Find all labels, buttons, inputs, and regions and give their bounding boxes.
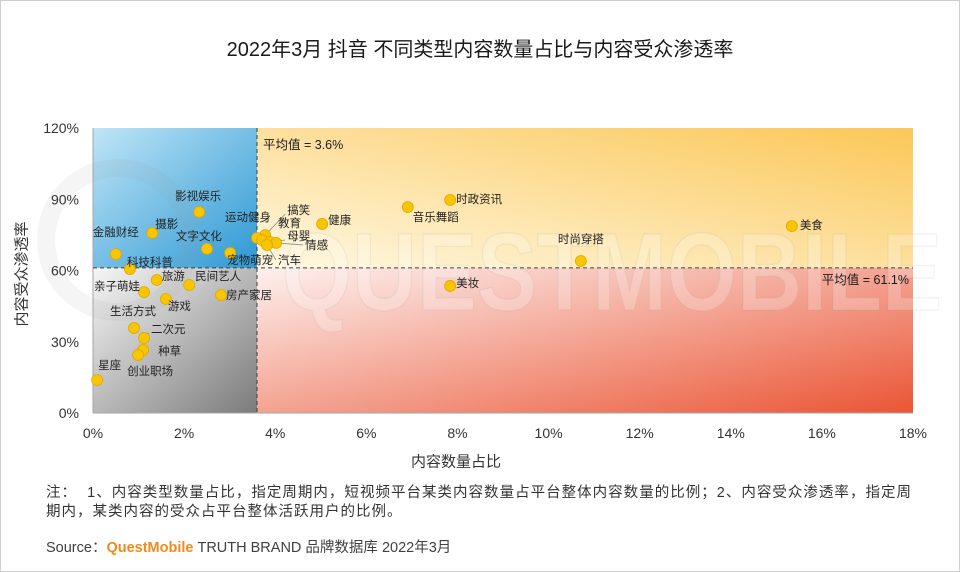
- scatter-point: [183, 279, 196, 291]
- point-label: 搞笑: [287, 203, 310, 217]
- average-label-x: 平均值 = 3.6%: [263, 137, 343, 152]
- scatter-point: [401, 201, 414, 213]
- scatter-point: [261, 239, 273, 251]
- point-label: 汽车: [278, 253, 301, 267]
- y-tick-label: 90%: [51, 191, 79, 207]
- x-tick-label: 18%: [899, 425, 927, 441]
- quadrant-bottom-left: [93, 267, 257, 413]
- x-axis-title: 内容数量占比: [411, 454, 501, 471]
- scatter-point: [444, 194, 457, 206]
- point-label: 种草: [158, 344, 181, 358]
- x-tick-label: 2%: [174, 425, 194, 441]
- point-label: 民间艺人: [195, 270, 241, 283]
- y-tick-label: 30%: [51, 334, 79, 350]
- scatter-point: [224, 247, 237, 259]
- point-label: 亲子萌娃: [94, 279, 140, 293]
- scatter-point: [146, 227, 159, 239]
- scatter-point: [193, 206, 206, 218]
- scatter-point: [159, 293, 172, 305]
- point-label: 摄影: [155, 217, 178, 231]
- scatter-point: [128, 322, 140, 334]
- x-tick-label: 12%: [626, 425, 654, 441]
- chart-title: 2022年3月 抖音 不同类型内容数量占比与内容受众渗透率: [226, 39, 734, 61]
- scatter-point: [215, 289, 227, 301]
- point-label: 旅游: [162, 269, 185, 283]
- point-label: 音乐舞蹈: [413, 210, 459, 224]
- average-label-y: 平均值 = 61.1%: [822, 272, 909, 287]
- x-tick-label: 8%: [447, 425, 467, 441]
- point-label: 母婴: [287, 230, 310, 243]
- source-line: Source：QuestMobile TRUTH BRAND 品牌数据库 2022…: [46, 538, 451, 558]
- scatter-point: [109, 248, 122, 261]
- point-label: 二次元: [151, 322, 186, 336]
- x-tick-label: 0%: [83, 425, 103, 441]
- x-tick-label: 6%: [356, 425, 376, 441]
- point-label: 创业职场: [127, 364, 173, 378]
- quadrant-top-left: [93, 128, 257, 268]
- scatter-point: [444, 280, 457, 292]
- point-label: 情感: [305, 238, 328, 252]
- scatter-point: [138, 332, 150, 344]
- y-tick-label: 120%: [43, 120, 79, 136]
- point-label: 文字文化: [176, 229, 222, 243]
- point-label: 星座: [98, 358, 121, 372]
- point-label: 金融财经: [93, 225, 139, 239]
- point-label: 教育: [278, 216, 301, 230]
- watermark-logo-ring: [37, 159, 199, 321]
- y-axis-title: 内容受众渗透率: [14, 221, 31, 326]
- point-label: 宠物萌宠: [227, 253, 273, 267]
- point-label: 运动健身: [225, 210, 271, 224]
- y-tick-label: 60%: [51, 263, 79, 279]
- source-database: TRUTH BRAND 品牌数据库 2022年3月: [197, 540, 452, 556]
- point-label: 时政资讯: [456, 192, 502, 206]
- watermark-text: QUESTMOBILE: [282, 211, 942, 334]
- point-label: 生活方式: [110, 304, 156, 318]
- footnote: 注： 1、内容类型数量占比，指定周期内，短视频平台某类内容数量占平台整体内容数量…: [46, 485, 912, 520]
- source-brand: QuestMobile: [106, 540, 194, 556]
- scatter-point: [132, 349, 145, 361]
- x-tick-label: 10%: [535, 425, 563, 441]
- scatter-point: [200, 242, 213, 255]
- point-label: 健康: [328, 213, 351, 227]
- point-label: 游戏: [168, 300, 191, 313]
- quadrant-top-right: [257, 128, 913, 268]
- point-label: 美妆: [456, 276, 479, 290]
- scatter-point: [123, 263, 136, 275]
- x-tick-label: 16%: [808, 425, 836, 441]
- x-tick-label: 4%: [265, 425, 285, 441]
- x-tick-label: 14%: [717, 425, 745, 441]
- quadrant-bottom-right: [257, 267, 913, 413]
- scatter-point: [91, 374, 103, 386]
- data-points: [91, 194, 798, 386]
- scatter-point: [316, 218, 329, 230]
- scatter-point: [785, 220, 798, 232]
- point-label: 影视娱乐: [175, 189, 221, 203]
- scatter-point: [575, 255, 587, 267]
- source-prefix: Source：: [46, 540, 107, 556]
- scatter-point: [138, 286, 150, 299]
- point-label: 时尚穿搭: [558, 232, 604, 246]
- point-label: 科技科普: [127, 255, 173, 269]
- point-label: 美食: [800, 218, 823, 232]
- scatter-point: [150, 274, 163, 286]
- point-label: 房产家居: [226, 288, 272, 302]
- y-tick-label: 0%: [59, 405, 79, 421]
- tick-labels: 0% 2% 4% 6% 8% 10% 12% 14% 16% 18% 0% 30% 60% 90% 120%: [43, 120, 927, 441]
